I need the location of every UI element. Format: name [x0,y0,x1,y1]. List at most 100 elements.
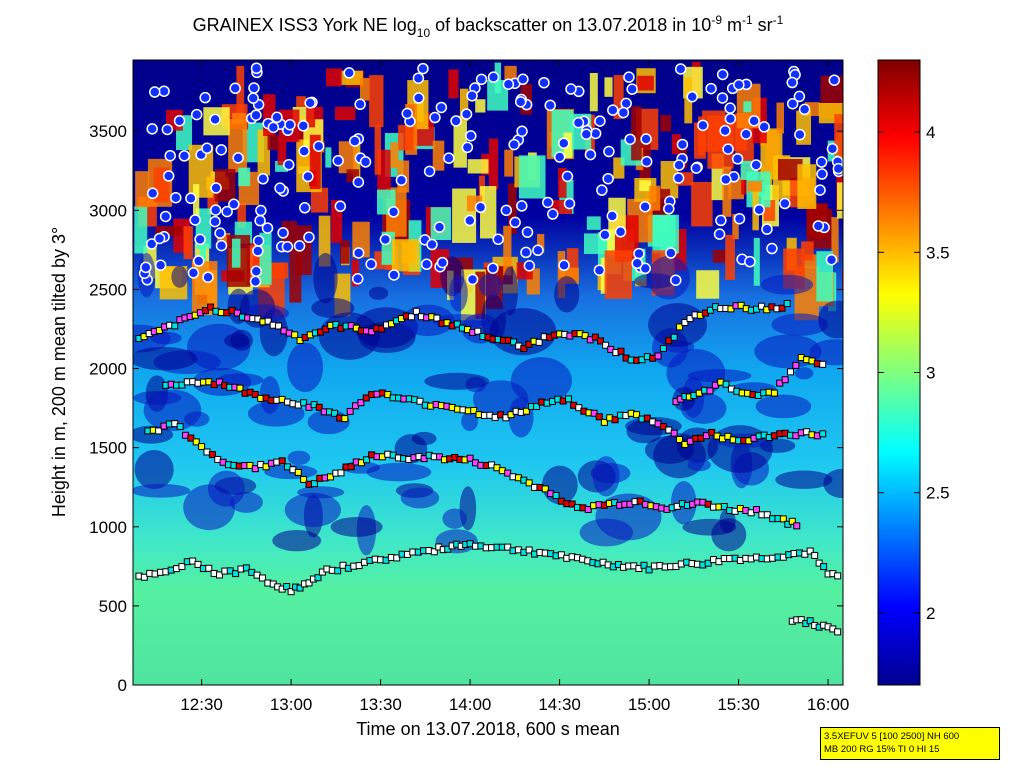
cloud-marker [332,154,344,167]
cloud-marker [298,145,310,157]
cloud-marker [354,98,366,111]
backscatter-cell [763,200,776,221]
backscatter-cell [281,221,297,245]
cloud-marker [487,262,499,274]
cloud-marker [599,229,611,241]
settings-line-1: 3.5XEFUV 5 [100 2500] NH 600 [824,731,960,742]
cloud-marker [793,90,806,103]
layer-marker [216,378,224,386]
backscatter-cell [259,232,272,285]
colorbar [877,59,921,686]
backscatter-cell [135,171,150,208]
cloud-marker [284,119,296,131]
backscatter-cell [289,248,302,303]
backscatter-cell [698,116,705,156]
layer-marker [787,368,795,376]
cloud-marker [145,238,158,250]
cloud-marker [420,258,433,271]
cloud-marker [731,153,744,165]
layer-marker [300,475,308,483]
cloud-marker [148,86,161,98]
backscatter-cell [579,518,634,547]
cloud-marker [388,269,400,281]
cloud-marker [343,67,355,79]
cloud-marker [423,165,436,178]
layer-marker [407,313,415,321]
cloud-marker [475,73,488,86]
cloud-marker [293,240,306,252]
layer-marker [681,318,689,326]
cloud-marker [281,240,294,253]
backscatter-cell [755,394,812,419]
layer-marker [645,566,653,574]
cloud-marker [715,214,727,227]
x-axis-label: Time on 13.07.2018, 600 s mean [356,719,620,739]
colorbar-tick-label: 2 [926,604,935,623]
backscatter-cell [277,141,287,166]
layer-marker [792,361,800,369]
layer-marker [198,443,206,451]
cloud-marker [252,235,265,247]
cloud-marker [312,140,325,152]
layer-marker [155,427,163,435]
cloud-marker [299,202,311,214]
cloud-marker [676,138,689,151]
backscatter-cell [238,167,251,187]
y-tick-label: 500 [99,597,127,616]
cloud-marker [140,261,152,274]
cloud-marker [508,138,520,151]
cloud-marker [412,92,425,104]
layer-marker [315,403,323,411]
backscatter-cell [214,169,236,202]
y-tick-label: 0 [118,676,127,695]
layer-marker [310,480,318,488]
cloud-marker [247,92,259,104]
layer-marker [522,407,530,415]
cloud-marker [640,133,652,145]
cloud-marker [297,120,310,132]
backscatter-cell [707,115,734,169]
layer-marker [704,559,712,567]
backscatter-cell [557,251,566,298]
x-tick-label: 14:00 [449,695,492,714]
cloud-marker [178,150,191,162]
cloud-marker [426,238,438,251]
cloud-marker [254,214,266,227]
backscatter-cell [586,216,601,230]
y-tick-label: 2000 [89,360,127,379]
cloud-marker [274,182,286,194]
layer-marker [233,309,241,317]
backscatter-cell [743,101,752,113]
cloud-marker [173,115,186,127]
backscatter-cell [660,114,672,132]
layer-marker [793,522,801,530]
layer-marker [811,551,819,559]
layer-marker [346,407,354,415]
layer-marker [466,454,474,462]
layer-marker [770,389,778,397]
layer-marker [819,360,827,368]
cloud-marker [436,256,449,269]
layer-marker [176,423,184,431]
cloud-marker [563,197,576,210]
cloud-marker [786,76,798,89]
backscatter-cell [836,182,843,219]
cloud-marker [395,174,408,186]
cloud-marker [812,220,825,232]
layer-marker [296,584,304,592]
cloud-marker [465,130,477,142]
layer-marker [178,563,186,571]
backscatter-cell [232,113,246,124]
cloud-marker [753,203,765,216]
cloud-marker [185,192,197,205]
layer-marker [283,583,291,591]
layer-marker [806,547,814,555]
cloud-marker [502,78,515,90]
cloud-marker [521,226,534,238]
backscatter-cell [712,249,726,263]
cloud-marker [304,97,316,109]
backscatter-cell [475,271,486,319]
cloud-marker [669,274,682,286]
cloud-marker [705,82,717,95]
